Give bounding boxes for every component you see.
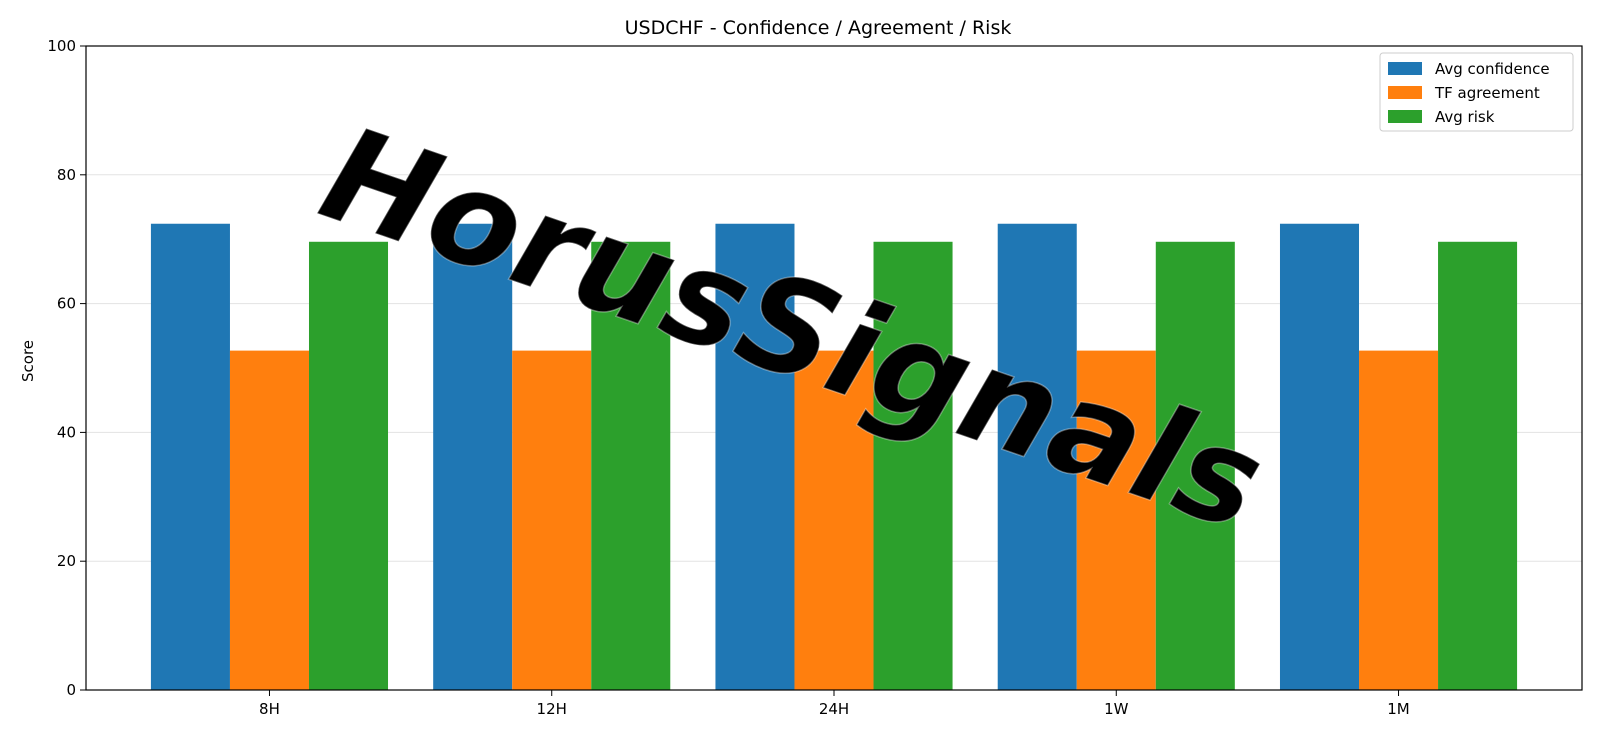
bar-avg-confidence-1w xyxy=(997,223,1077,690)
bar-avg-risk-1m xyxy=(1438,241,1518,690)
x-tick-label: 12H xyxy=(537,700,567,718)
bar-avg-confidence-24h xyxy=(715,223,795,690)
legend: Avg confidence TF agreement Avg risk xyxy=(1379,52,1574,132)
bar-tf-agreement-1w xyxy=(1076,350,1156,690)
bar-tf-agreement-1m xyxy=(1359,350,1439,690)
legend-label: TF agreement xyxy=(1434,84,1540,102)
x-axis-ticks: 8H 12H 24H 1W 1M xyxy=(259,690,1410,718)
bars xyxy=(150,223,1518,690)
chart-title: USDCHF - Confidence / Agreement / Risk xyxy=(625,17,1012,39)
y-tick-label: 20 xyxy=(57,552,76,570)
y-tick-label: 100 xyxy=(47,37,76,55)
y-axis-label: Score xyxy=(19,340,37,382)
legend-swatch xyxy=(1388,62,1422,75)
y-tick-label: 60 xyxy=(57,295,76,313)
x-tick-label: 1M xyxy=(1387,700,1410,718)
legend-label: Avg confidence xyxy=(1435,60,1550,78)
bar-avg-risk-24h xyxy=(873,241,953,690)
bar-avg-confidence-1m xyxy=(1279,223,1360,690)
legend-swatch xyxy=(1388,110,1422,123)
y-tick-label: 80 xyxy=(57,166,76,184)
y-tick-label: 0 xyxy=(66,681,76,699)
bar-tf-agreement-8h xyxy=(229,350,309,690)
legend-box xyxy=(1379,52,1574,132)
x-tick-label: 1W xyxy=(1104,700,1129,718)
bar-avg-confidence-12h xyxy=(433,223,513,690)
x-tick-label: 24H xyxy=(819,700,849,718)
bar-avg-confidence-8h xyxy=(150,223,230,690)
x-tick-label: 8H xyxy=(259,700,280,718)
bar-avg-risk-1w xyxy=(1155,241,1235,690)
bar-tf-agreement-12h xyxy=(512,350,592,690)
legend-label: Avg risk xyxy=(1435,108,1495,126)
y-axis-ticks: 0 20 40 60 80 100 xyxy=(47,37,86,699)
bar-avg-risk-12h xyxy=(591,241,671,690)
y-tick-label: 40 xyxy=(57,423,76,441)
bar-avg-risk-8h xyxy=(308,241,389,690)
bar-tf-agreement-24h xyxy=(794,350,874,690)
legend-swatch xyxy=(1388,86,1422,99)
